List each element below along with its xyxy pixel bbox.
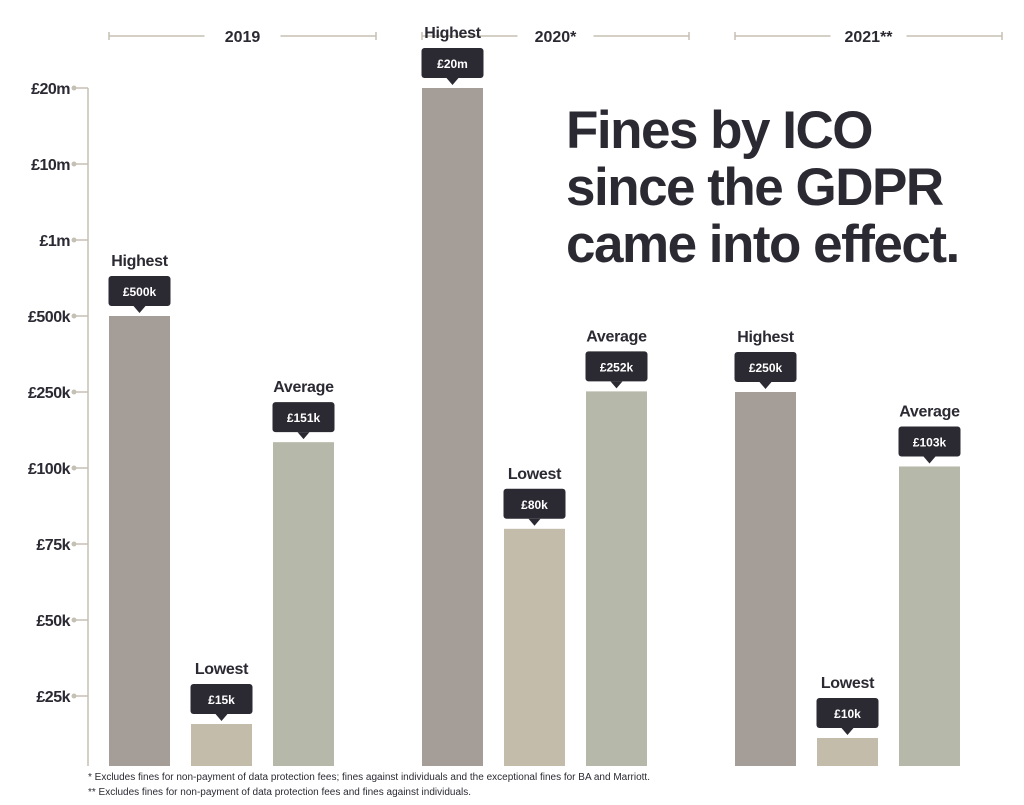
group-label: 2019 xyxy=(225,29,261,46)
series-label: Highest xyxy=(424,25,482,42)
y-tick-dot xyxy=(71,541,77,547)
series-label: Average xyxy=(586,328,647,345)
y-tick-label: £50k xyxy=(36,613,70,630)
y-tick-label: £10m xyxy=(31,157,70,174)
value-badge xyxy=(734,352,797,382)
value-badge-pointer xyxy=(215,714,228,721)
group-label: 2020* xyxy=(535,29,578,46)
y-tick-label: £25k xyxy=(36,689,70,706)
value-badge-pointer xyxy=(841,728,854,735)
y-tick-label: £500k xyxy=(28,309,71,326)
data-label: £250k xyxy=(749,361,783,375)
bar-highest xyxy=(109,316,170,766)
value-badge xyxy=(816,698,879,728)
y-tick-dot xyxy=(71,465,77,471)
value-badge-pointer xyxy=(446,78,459,85)
y-tick-label: £1m xyxy=(39,233,70,250)
series-label: Lowest xyxy=(821,675,875,692)
y-tick-dot xyxy=(71,161,77,167)
bar-highest xyxy=(735,392,796,766)
y-tick-label: £20m xyxy=(31,81,70,98)
bar-average xyxy=(273,442,334,766)
data-label: £500k xyxy=(123,285,157,299)
bar-highest xyxy=(422,88,483,766)
data-label: £15k xyxy=(208,693,235,707)
value-badge xyxy=(272,402,335,433)
y-tick-dot xyxy=(71,237,77,243)
series-label: Average xyxy=(273,379,334,396)
series-label: Average xyxy=(899,403,960,420)
y-tick-label: £250k xyxy=(28,385,71,402)
value-badge xyxy=(503,488,566,519)
y-tick-dot xyxy=(71,85,77,91)
series-label: Lowest xyxy=(508,466,562,483)
value-badge-pointer xyxy=(923,456,936,464)
bar-average xyxy=(586,391,647,766)
value-badge xyxy=(190,684,253,714)
value-badge xyxy=(421,48,484,78)
y-tick-dot xyxy=(71,389,77,395)
value-badge xyxy=(898,426,961,457)
footnote-1: * Excludes fines for non-payment of data… xyxy=(88,772,650,783)
data-label: £80k xyxy=(521,498,548,512)
value-badge xyxy=(108,276,171,306)
data-label: £20m xyxy=(437,57,468,71)
value-badge-pointer xyxy=(133,306,146,313)
value-badge-pointer xyxy=(528,518,541,526)
bar-lowest xyxy=(504,528,565,766)
bar-average xyxy=(899,466,960,766)
title-line: Fines by ICO xyxy=(566,101,873,160)
bar-lowest xyxy=(817,738,878,766)
value-badge-pointer xyxy=(759,382,772,389)
data-label: £10k xyxy=(834,707,861,721)
data-label: £103k xyxy=(913,435,947,449)
title-line: came into effect. xyxy=(566,215,960,274)
page-title: Fines by ICO since the GDPR came into ef… xyxy=(566,102,1006,273)
value-badge-pointer xyxy=(610,381,623,389)
footnote-2: ** Excludes fines for non-payment of dat… xyxy=(88,787,472,798)
series-label: Highest xyxy=(111,253,169,270)
value-badge-pointer xyxy=(297,432,310,440)
series-label: Highest xyxy=(737,329,795,346)
title-line: since the GDPR xyxy=(566,158,944,217)
y-tick-dot xyxy=(71,617,77,623)
group-label: 2021** xyxy=(844,29,893,46)
footnotes: * Excludes fines for non-payment of data… xyxy=(88,770,650,800)
y-tick-dot xyxy=(71,693,77,699)
y-tick-label: £75k xyxy=(36,537,70,554)
y-tick-label: £100k xyxy=(28,461,71,478)
data-label: £252k xyxy=(600,360,634,374)
data-label: £151k xyxy=(287,411,321,425)
series-label: Lowest xyxy=(195,661,249,678)
y-tick-dot xyxy=(71,313,77,319)
value-badge xyxy=(585,351,648,382)
bar-lowest xyxy=(191,724,252,766)
